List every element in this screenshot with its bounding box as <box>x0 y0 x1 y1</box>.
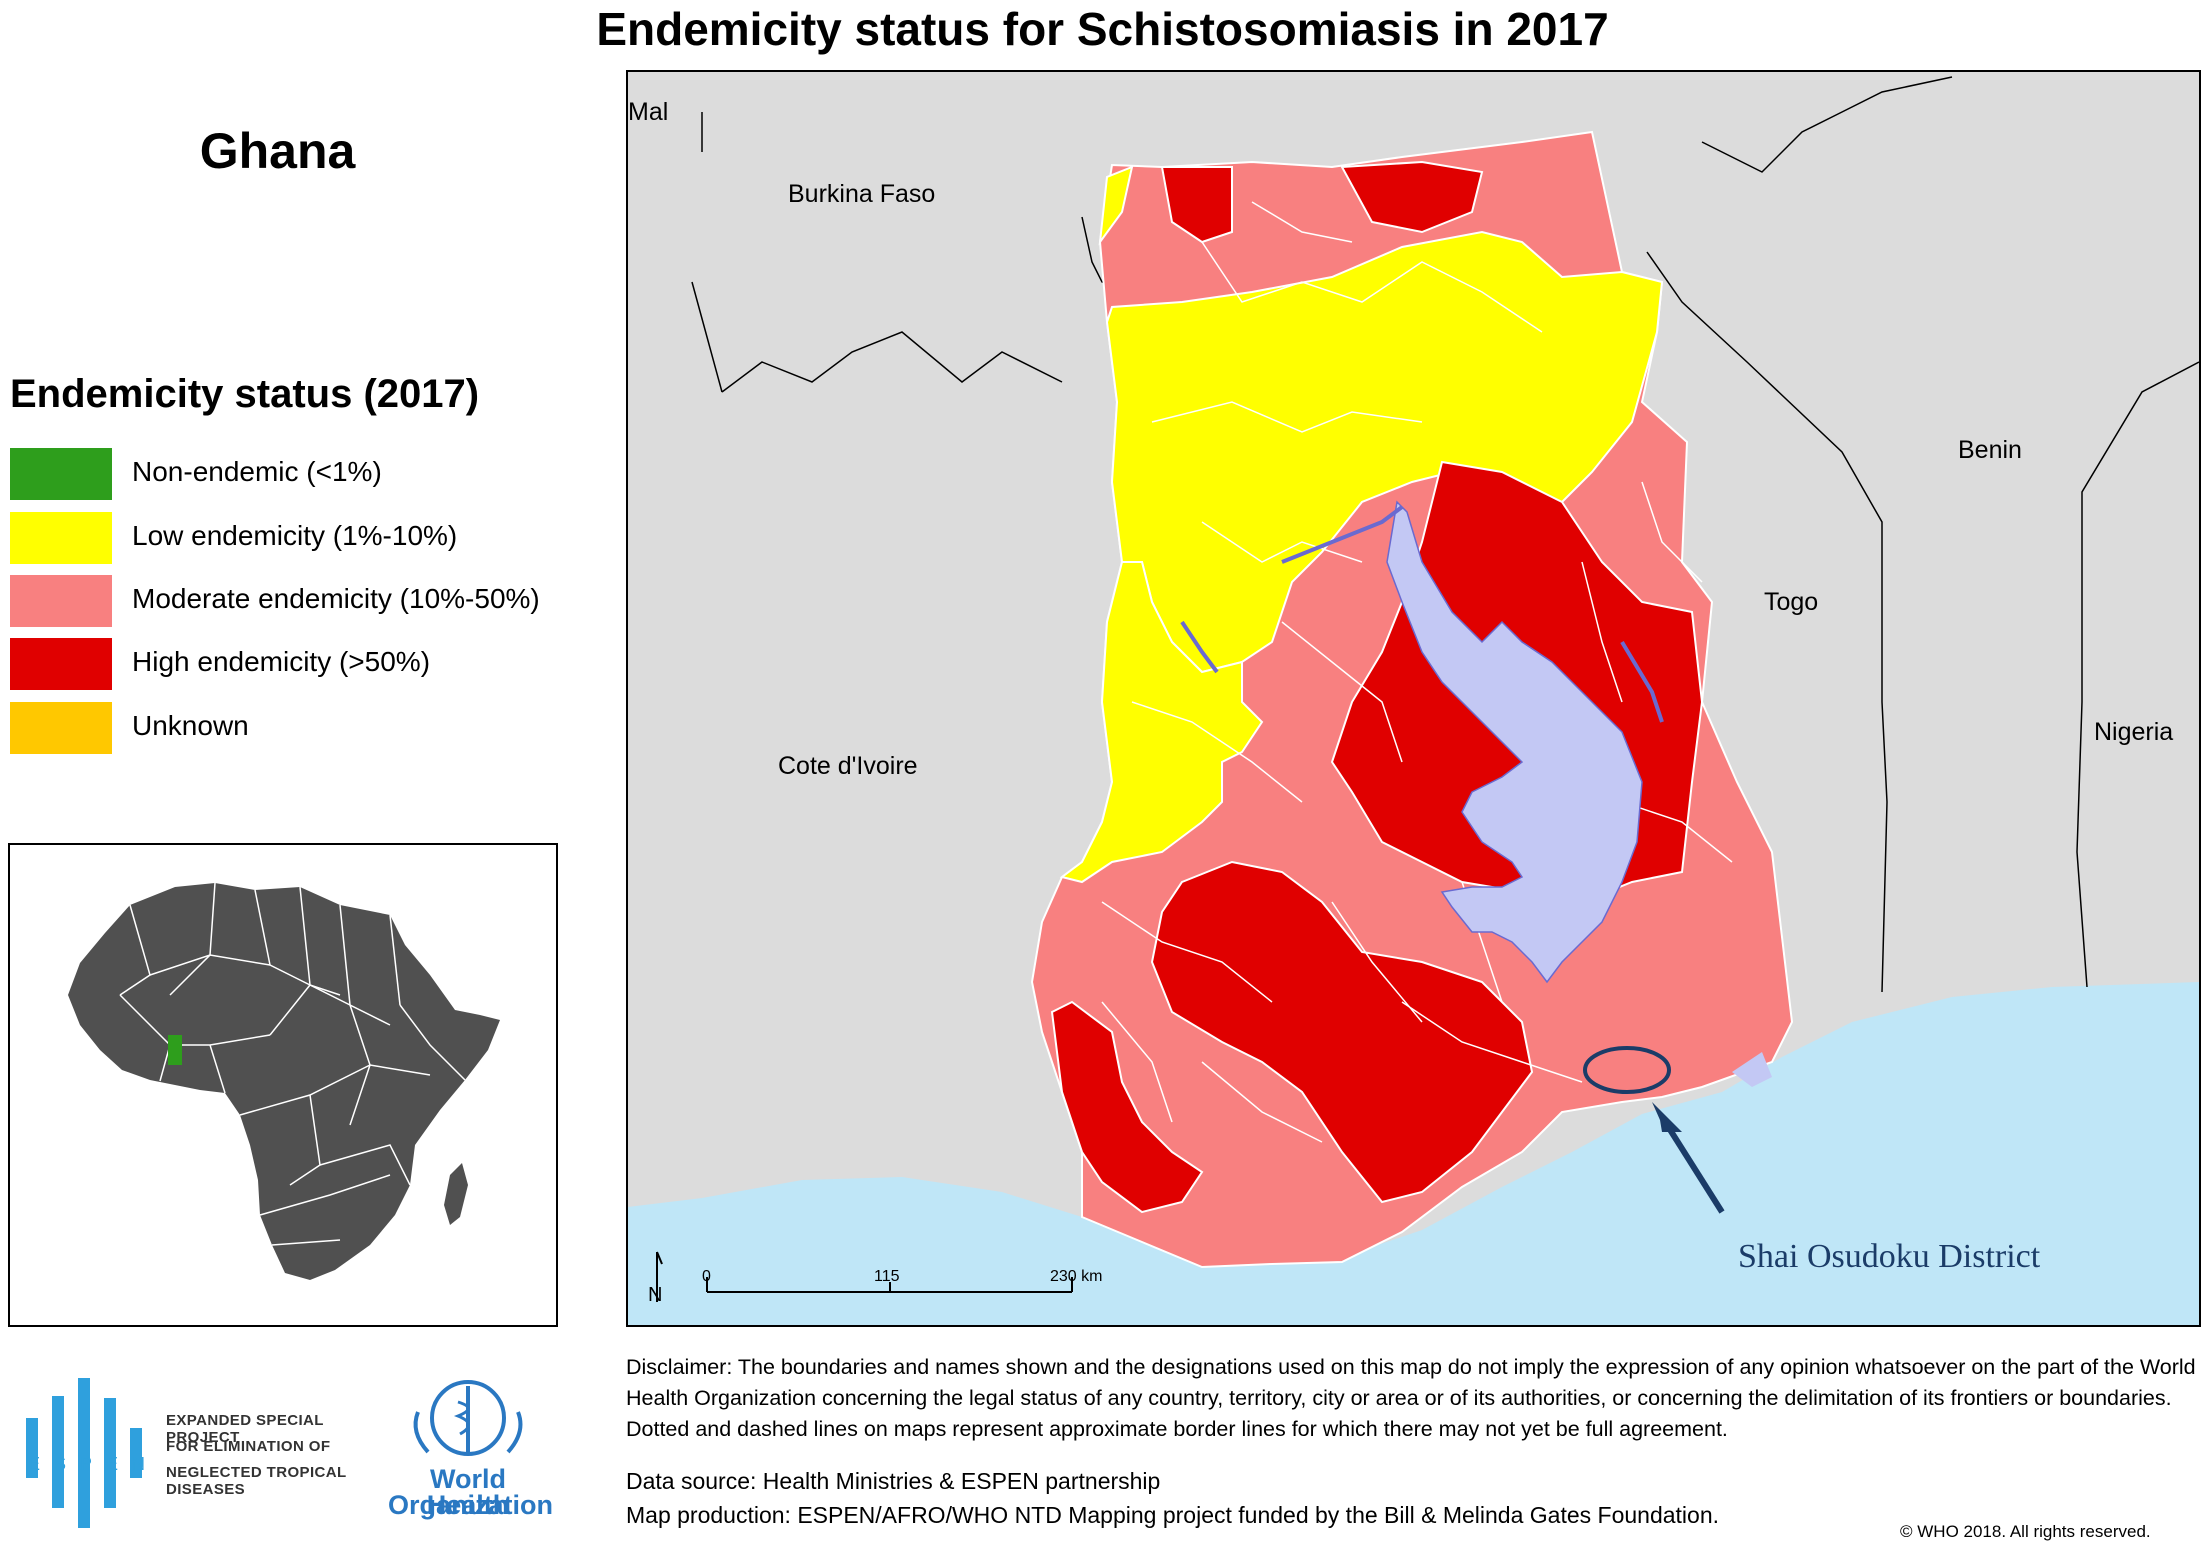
region-high-north-2 <box>1340 160 1484 234</box>
lake-volta-tributary <box>1180 620 1219 674</box>
label-burkina-faso: Burkina Faso <box>788 180 936 208</box>
who-emblem-icon <box>413 1380 523 1456</box>
lake-volta-tributary <box>1281 505 1404 564</box>
africa-inset-svg <box>68 882 500 1280</box>
legend-label: Moderate endemicity (10%-50%) <box>132 583 540 614</box>
legend-swatch <box>10 638 112 690</box>
legend-item-high: High endemicity (>50%) <box>10 638 610 690</box>
main-map: Mal Burkina Faso Benin Togo Cote d'Ivoir… <box>626 70 2201 1327</box>
scale-tick-230: 230 km <box>1050 1268 1103 1285</box>
ghana-map-svg <box>628 72 2199 1325</box>
espen-bars-icon <box>26 1378 142 1528</box>
espen-letter: P <box>80 1454 93 1474</box>
legend-swatch <box>10 448 112 500</box>
north-label: N <box>648 1284 663 1306</box>
who-text-line: World Health <box>426 1464 510 1520</box>
africa-inset-map <box>8 843 558 1327</box>
map-production: Map production: ESPEN/AFRO/WHO NTD Mappi… <box>626 1502 1720 1528</box>
legend-label: Unknown <box>132 710 249 741</box>
lake-volta-tributary <box>1620 640 1664 723</box>
region-high-southwest <box>1050 1000 1204 1214</box>
espen-text-line: NEGLECTED TROPICAL DISEASES <box>166 1464 347 1498</box>
espen-letter: E <box>28 1454 41 1474</box>
legend-item-moderate: Moderate endemicity (10%-50%) <box>10 575 610 627</box>
espen-text-line: EXPANDED SPECIAL PROJECT <box>166 1412 324 1446</box>
espen-letter: E <box>106 1454 119 1474</box>
neighbor-borders <box>691 76 2199 993</box>
legend-label: Non-endemic (<1%) <box>132 456 382 487</box>
region-high-south <box>1150 860 1534 1204</box>
scale-tick-115: 115 <box>874 1268 900 1285</box>
legend-title: Endemicity status (2017) <box>10 372 480 416</box>
espen-letter: S <box>54 1454 67 1474</box>
region-high-north-1 <box>1160 166 1233 244</box>
scale-bar <box>706 1277 1073 1293</box>
shai-osudoku-highlight <box>1583 1046 1671 1094</box>
label-benin: Benin <box>1958 436 2022 464</box>
africa-borders <box>119 882 466 1246</box>
espen-text-line: FOR ELIMINATION OF <box>166 1438 331 1455</box>
legend-label: Low endemicity (1%-10%) <box>132 520 458 551</box>
who-logo: World Health Organization <box>388 1372 554 1520</box>
label-cote-divoire: Cote d'Ivoire <box>778 752 918 780</box>
annotation-arrowhead <box>1652 1102 1682 1132</box>
disclaimer: Disclaimer: The boundaries and names sho… <box>626 1355 2196 1441</box>
ghana-highlight <box>168 1035 182 1065</box>
keta-lagoon <box>1732 1052 1772 1087</box>
legend-item-low: Low endemicity (1%-10%) <box>10 512 610 564</box>
region-low-west <box>1059 561 1264 884</box>
legend-swatch <box>10 702 112 754</box>
espen-letter: N <box>132 1454 145 1474</box>
label-mali: Mal <box>628 98 669 126</box>
madagascar-shape <box>444 1163 468 1225</box>
map-title: Endemicity status for Schistosomiasis in… <box>596 3 1609 55</box>
label-togo: Togo <box>1764 588 1819 616</box>
region-low-northwest <box>1098 165 1134 246</box>
legend-swatch <box>10 575 112 627</box>
scale-tick-0: 0 <box>702 1268 711 1285</box>
legend-swatch <box>10 512 112 564</box>
north-arrow <box>656 1251 663 1302</box>
annotation-arrow <box>1659 1115 1725 1214</box>
who-text-line: Organization <box>388 1490 554 1520</box>
district-annotation: Shai Osudoku District <box>1738 1238 2041 1275</box>
sea <box>628 982 2199 1325</box>
espen-logo: E S P E N EXPANDED SPECIAL PROJECT FOR E… <box>22 1378 382 1528</box>
africa-shape <box>68 883 500 1280</box>
legend-label: High endemicity (>50%) <box>132 646 431 677</box>
legend-item-unknown: Unknown <box>10 702 610 754</box>
espen-wordmark: E S P E N <box>26 1454 148 1480</box>
lake-volta <box>1386 500 1643 984</box>
data-source: Data source: Health Ministries & ESPEN p… <box>626 1468 1161 1494</box>
copyright: © WHO 2018. All rights reserved. <box>1900 1522 2151 1541</box>
legend-item-non-endemic: Non-endemic (<1%) <box>10 448 610 500</box>
label-nigeria: Nigeria <box>2094 718 2174 746</box>
country-name: Ghana <box>199 123 356 179</box>
